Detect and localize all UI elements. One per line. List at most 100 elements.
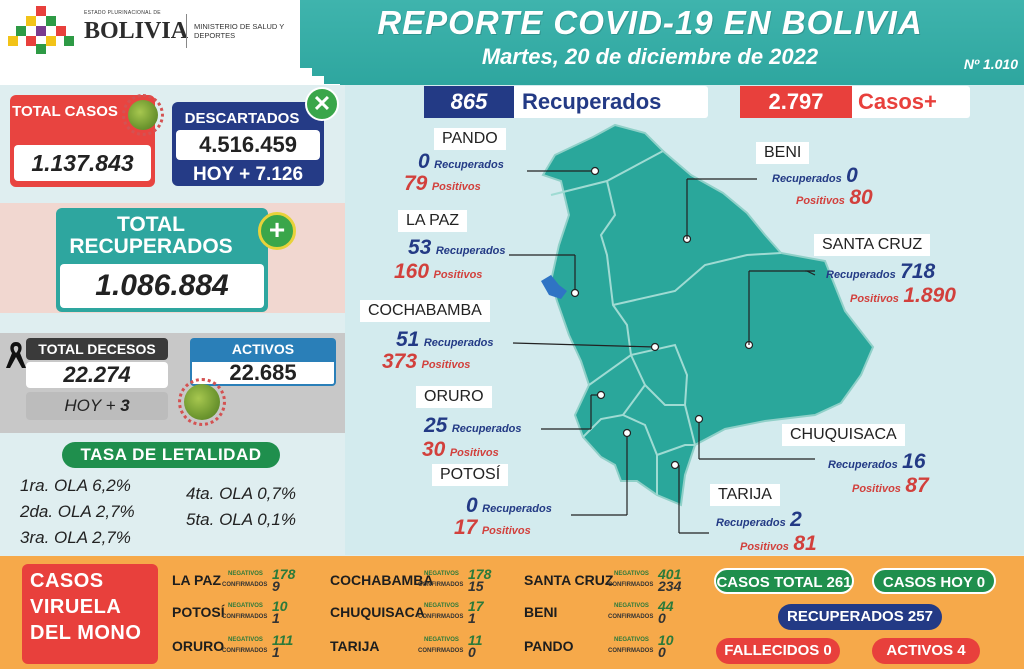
monkeypox-confirmed-count: 0 — [658, 610, 666, 626]
total-recovered-card: TOTAL RECUPERADOS 1.086.884 — [56, 208, 268, 312]
monkeypox-confirmed-count: 0 — [468, 644, 476, 660]
dept-rec-beni: Recuperados 0 — [772, 164, 858, 188]
dept-rec-lapaz: 53 Recuperados — [408, 236, 506, 260]
monkeypox-deaths: FALLECIDOS 0 — [716, 638, 840, 664]
monkeypox-active: ACTIVOS 4 — [872, 638, 980, 664]
monkeypox-conf-word: CONFIRMADOS — [418, 582, 464, 588]
pos-word: Positivos — [449, 447, 499, 459]
logo-country: BOLIVIA — [84, 18, 189, 44]
dept-rec-chuquisaca: Recuperados 16 — [828, 450, 926, 474]
rec-word: Recuperados — [716, 517, 786, 529]
monkeypox-conf-word: CONFIRMADOS — [418, 648, 464, 654]
total-recovered-value: 1.086.884 — [60, 264, 264, 308]
monkeypox-section: CASOS VIRUELA DEL MONO LA PAZ NEGATIVOS CO… — [0, 556, 1024, 669]
cases-today-value: 2.797 — [740, 86, 852, 118]
rec-word: Recuperados — [451, 423, 522, 435]
dept-rec-cochabamba-value: 51 — [396, 328, 420, 351]
monkeypox-neg-word: NEGATIVOS — [424, 637, 459, 643]
monkeypox-neg-word: NEGATIVOS — [228, 603, 263, 609]
report-number: Nº 1.010 — [963, 56, 1018, 72]
dept-label-chuquisaca: CHUQUISACA — [782, 424, 905, 446]
lethality-wave-5: 5ta. OLA 0,1% — [186, 510, 296, 529]
deaths-today: HOY + 3 — [26, 392, 168, 420]
monkeypox-confirmed-count: 1 — [272, 644, 280, 660]
dept-pos-cochabamba: 373 Positivos — [382, 350, 470, 374]
report-date: Martes, 20 de diciembre de 2022 — [481, 44, 819, 69]
dept-pos-santacruz: Positivos 1.890 — [850, 284, 956, 308]
dept-rec-tarija-value: 2 — [790, 508, 802, 531]
monkeypox-confirmed-count: 15 — [468, 578, 484, 594]
monkeypox-cases-today: CASOS HOY 0 — [872, 568, 996, 594]
rec-word: Recuperados — [423, 337, 494, 349]
dept-pos-potosi-value: 17 — [454, 516, 478, 539]
lethality-wave-4: 4ta. OLA 0,7% — [186, 484, 296, 503]
bolivia-emblem-icon — [8, 6, 74, 54]
monkeypox-confirmed-count: 1 — [468, 610, 476, 626]
monkeypox-conf-word: CONFIRMADOS — [222, 614, 268, 620]
leader-lines — [509, 166, 816, 534]
bolivia-map — [509, 123, 875, 534]
dept-pos-pando-value: 79 — [404, 172, 428, 195]
logo-divider — [186, 14, 187, 48]
dept-rec-santacruz: Recuperados 718 — [826, 260, 935, 284]
ministry-name: MINISTERIO DE SALUD Y DEPORTES — [194, 22, 285, 40]
monkeypox-dept-name: TARIJA — [330, 638, 380, 654]
dept-rec-pando: 0 Recuperados — [418, 150, 504, 174]
monkeypox-negative-count: 11 — [468, 632, 483, 648]
discarded-value: 4.516.459 — [176, 130, 320, 160]
active-value: 22.685 — [190, 360, 336, 386]
pos-word: Positivos — [421, 359, 471, 371]
rec-word: Recuperados — [435, 245, 506, 257]
dept-rec-lapaz-value: 53 — [408, 236, 432, 259]
lake-titicaca — [541, 275, 567, 299]
recovered-today-label: Recuperados — [522, 89, 662, 114]
monkeypox-negative-count: 111 — [272, 632, 294, 648]
active-card: ACTIVOS 22.685 — [190, 338, 336, 390]
dept-pos-tarija-value: 81 — [793, 532, 817, 555]
monkeypox-dept-name: COCHABAMBA — [330, 572, 434, 588]
rec-word: Recuperados — [826, 269, 896, 281]
dept-rec-pando-value: 0 — [418, 150, 430, 173]
rec-word: Recuperados — [434, 159, 504, 171]
total-cases-label: TOTAL CASOS — [12, 103, 118, 120]
monkeypox-title-line-1: CASOS — [30, 570, 104, 592]
monkeypox-title-line-2: VIRUELA — [30, 596, 122, 618]
monkeypox-dept-name: POTOSÍ — [172, 604, 225, 620]
active-label: ACTIVOS — [190, 338, 336, 360]
total-cases-value: 1.137.843 — [14, 145, 151, 181]
monkeypox-dept-name: CHUQUISACA — [330, 604, 425, 620]
monkeypox-neg-word: NEGATIVOS — [424, 603, 459, 609]
lethality-wave-2: 2da. OLA 2,7% — [20, 502, 135, 521]
dept-pos-chuquisaca-value: 87 — [905, 474, 929, 497]
dept-rec-chuquisaca-value: 16 — [902, 450, 926, 473]
dept-pos-beni: Positivos 80 — [796, 186, 873, 210]
monkeypox-conf-word: CONFIRMADOS — [608, 614, 654, 620]
dept-rec-cochabamba: 51 Recuperados — [396, 328, 494, 352]
monkeypox-title: CASOS VIRUELA DEL MONO — [22, 564, 158, 664]
monkeypox-confirmed-count: 1 — [272, 610, 280, 626]
monkeypox-neg-word: NEGATIVOS — [424, 571, 459, 577]
cases-today-pill: 2.797 Casos+ — [740, 86, 970, 118]
pos-word: Positivos — [481, 525, 531, 537]
pos-word: Positivos — [796, 195, 845, 207]
lethality-title: TASA DE LETALIDAD — [62, 442, 280, 468]
recovered-today-pill: 865 Recuperados — [424, 86, 708, 118]
monkeypox-negative-count: 10 — [272, 598, 288, 614]
total-recovered-label: TOTAL RECUPERADOS — [69, 213, 233, 258]
monkeypox-title-line-3: DEL MONO — [30, 622, 142, 644]
page-title: REPORTE COVID-19 EN BOLIVIA — [377, 4, 923, 41]
monkeypox-neg-word: NEGATIVOS — [614, 603, 649, 609]
dept-pos-chuquisaca: Positivos 87 — [852, 474, 929, 498]
discarded-label: DESCARTADOS — [184, 110, 300, 127]
dept-label-oruro: ORURO — [416, 386, 492, 408]
pos-word: Positivos — [431, 181, 481, 193]
dept-rec-beni-value: 0 — [846, 164, 858, 187]
discarded-card: DESCARTADOS 4.516.459 HOY + 7.126 — [172, 102, 324, 186]
dept-pos-lapaz-value: 160 — [394, 260, 430, 283]
cases-today-label: Casos+ — [858, 89, 937, 114]
dept-pos-santacruz-value: 1.890 — [903, 284, 956, 307]
dept-pos-oruro-value: 30 — [422, 438, 446, 461]
monkeypox-dept-name: PANDO — [524, 638, 574, 654]
monkeypox-dept-name: BENI — [524, 604, 558, 620]
